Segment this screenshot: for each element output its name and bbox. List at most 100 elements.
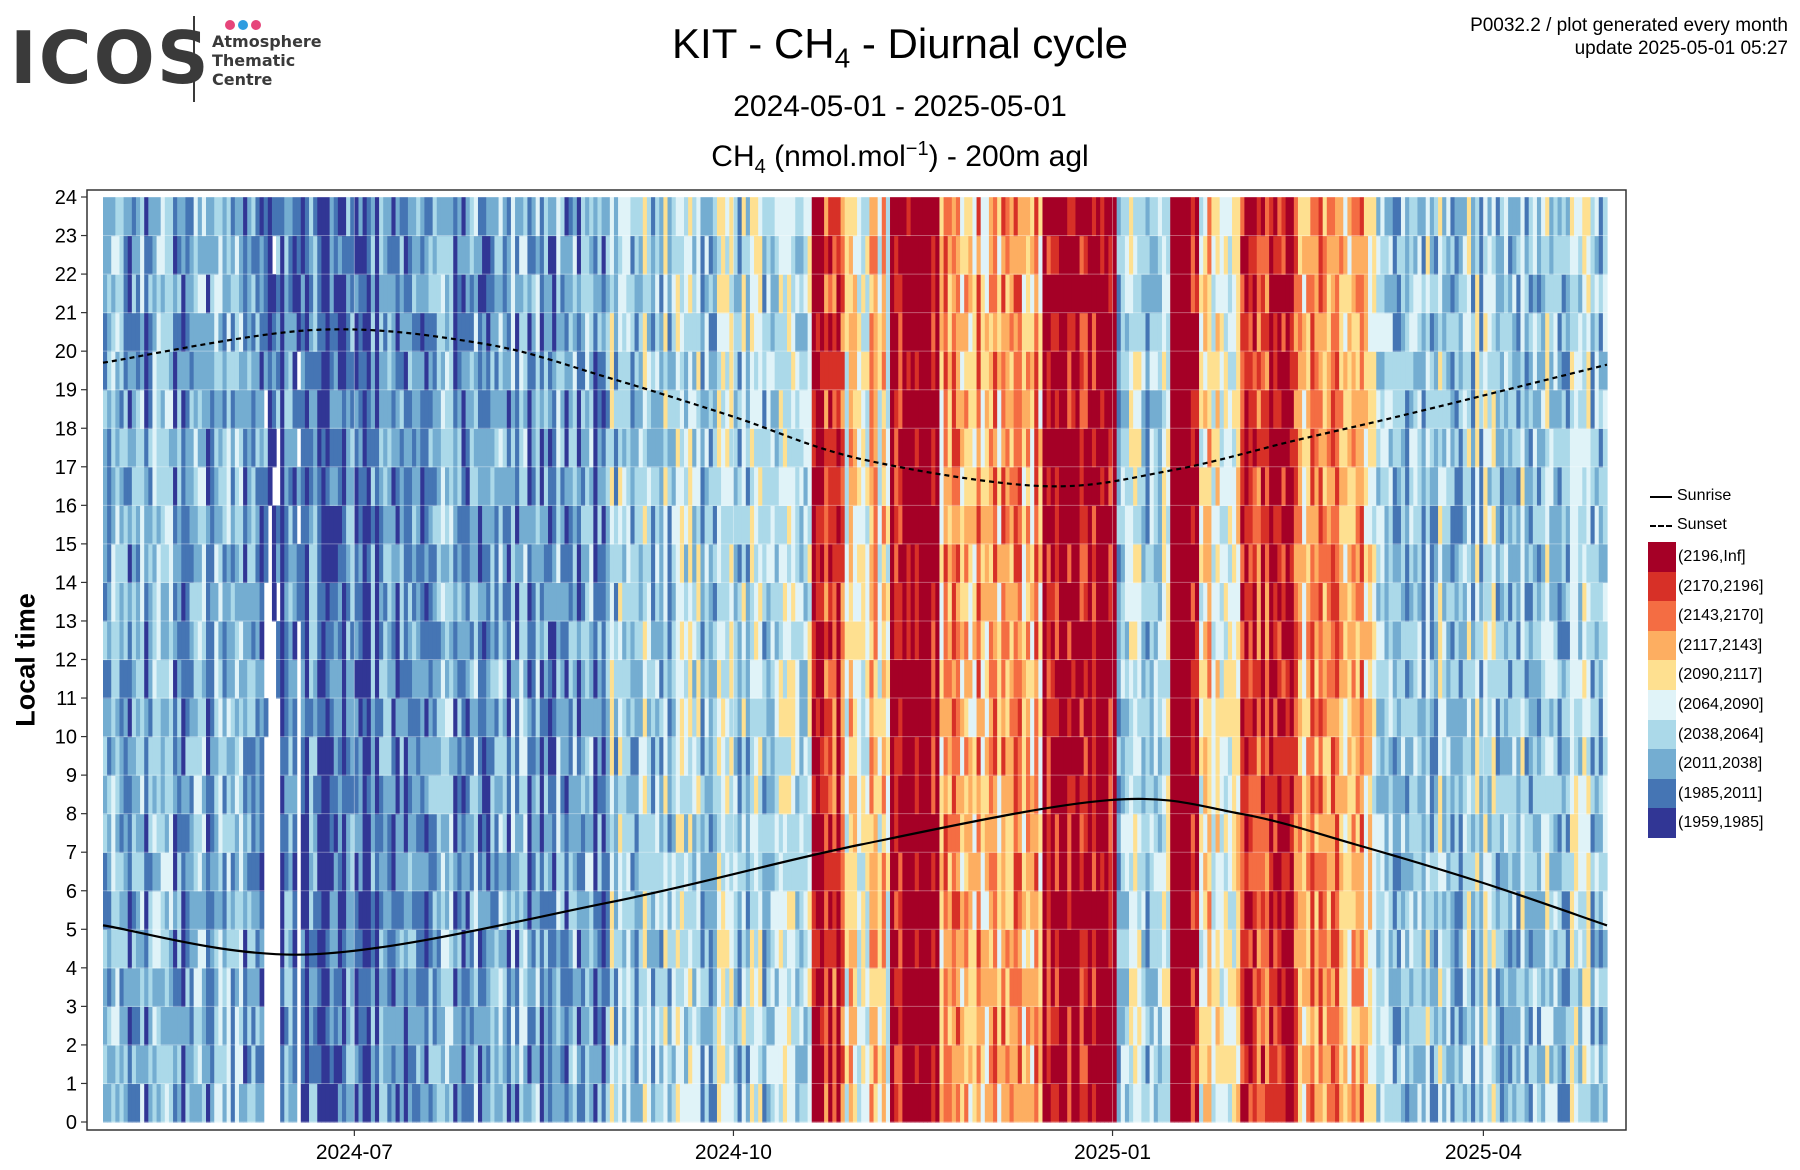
heatmap-cell [770,274,776,314]
heatmap-cell [107,659,112,699]
heatmap-cell [416,1044,421,1085]
heatmap-cell [416,1083,421,1123]
heatmap-cell [469,813,475,853]
heatmap-cell [671,505,677,545]
heatmap-cell [399,1083,405,1123]
heatmap-cell [337,1044,343,1085]
heatmap-cell [947,659,953,699]
heatmap-cell [642,428,648,468]
heatmap-cell [436,1083,442,1123]
heatmap-cell [572,428,578,468]
heatmap-cell [144,813,149,853]
heatmap-cell [877,813,883,853]
heatmap-cell [453,312,458,352]
heatmap-cell [799,389,805,429]
heatmap-cell [350,813,355,853]
heatmap-cell [572,389,578,429]
heatmap-cell [931,312,936,352]
heatmap-cell [576,852,582,892]
heatmap-cell [407,813,413,853]
heatmap-cell [733,1044,739,1085]
logo-dot [238,20,248,30]
heatmap-cell [692,274,697,314]
heatmap-cell [321,389,327,429]
heatmap-cell [618,197,623,237]
heatmap-cell [127,1083,133,1123]
heatmap-cell [309,620,314,661]
heatmap-cell [824,582,829,622]
heatmap-cell [387,890,393,930]
heatmap-cell [543,197,549,237]
heatmap-cell [465,428,471,468]
heatmap-cell [247,775,252,815]
heatmap-cell [754,659,759,699]
heatmap-cell [432,543,438,584]
heatmap-cell [819,466,825,506]
heatmap-cell [346,620,351,661]
heatmap-cell [144,775,149,815]
heatmap-cell [107,389,112,429]
heatmap-cell [601,852,607,892]
heatmap-cell [580,929,586,969]
heatmap-cell [519,698,524,738]
heatmap-cell [902,890,908,930]
heatmap-cell [754,543,759,584]
heatmap-cell [630,852,636,892]
heatmap-cell [354,852,360,892]
heatmap-cell [885,813,891,853]
heatmap-cell [267,428,273,468]
heatmap-cell [852,543,858,584]
heatmap-cell [519,929,524,969]
heatmap-cell [593,197,599,237]
heatmap-cell [548,852,553,892]
heatmap-cell [107,582,112,622]
heatmap-cell [716,890,722,930]
heatmap-cell [135,428,141,468]
heatmap-cell [955,775,961,815]
heatmap-cell [857,659,862,699]
heatmap-cell [651,698,656,738]
heatmap-cell [819,197,825,237]
heatmap-cell [914,428,920,468]
heatmap-cell [337,736,343,776]
heatmap-cell [568,274,574,314]
heatmap-cell [910,197,916,237]
heatmap-cell [766,620,772,661]
heatmap-cell [766,929,772,969]
heatmap-cell [445,274,450,314]
heatmap-cell [844,813,850,853]
heatmap-cell [403,274,409,314]
heatmap-cell [618,1083,623,1123]
heatmap-cell [601,1044,607,1085]
heatmap-cell [177,235,182,275]
heatmap-cell [152,1006,158,1046]
heatmap-cell [527,620,533,661]
heatmap-cell [420,312,425,352]
heatmap-cell [407,274,413,314]
heatmap-cell [510,351,516,391]
heatmap-cell [667,274,673,314]
heatmap-cell [284,1083,290,1123]
heatmap-cell [477,389,483,429]
heatmap-cell [358,466,364,506]
heatmap-cell [877,543,883,584]
heatmap-cell [333,389,339,429]
heatmap-cell [960,929,965,969]
heatmap-cell [370,1006,376,1046]
heatmap-cell [370,466,376,506]
heatmap-cell [107,890,112,930]
heatmap-cell [630,775,636,815]
heatmap-cell [955,543,961,584]
heatmap-cell [885,890,891,930]
heatmap-cell [906,1083,912,1123]
heatmap-cell [445,813,450,853]
heatmap-cell [848,1006,854,1046]
heatmap-cell [692,1083,697,1123]
heatmap-cell [197,235,203,275]
heatmap-cell [119,428,125,468]
heatmap-cell [844,1006,850,1046]
heatmap-cell [605,659,611,699]
heatmap-cell [515,967,520,1007]
heatmap-cell [762,543,768,584]
heatmap-cell [918,274,924,314]
